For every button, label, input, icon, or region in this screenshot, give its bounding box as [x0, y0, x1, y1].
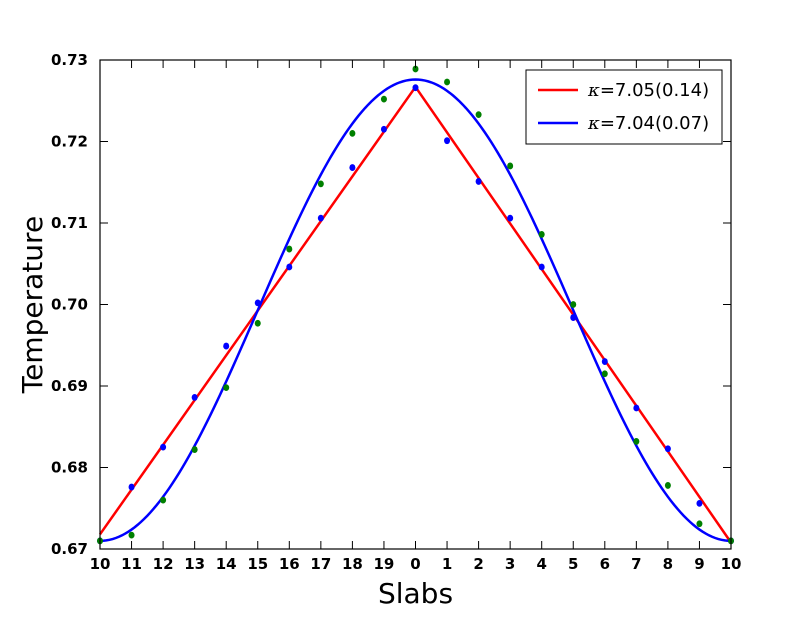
data-point: [286, 263, 293, 271]
x-tick-label: 1: [442, 555, 452, 573]
data-point: [570, 301, 577, 308]
data-point: [380, 125, 387, 133]
data-point: [538, 263, 545, 271]
legend-value: =7.05(0.14): [600, 80, 709, 101]
data-point: [444, 78, 451, 86]
data-point: [633, 438, 640, 445]
x-tick-label: 7: [631, 555, 641, 573]
data-point: [507, 214, 514, 222]
y-tick-label: 0.67: [51, 540, 88, 558]
data-point: [128, 531, 135, 539]
data-point: [317, 180, 324, 188]
data-point: [570, 314, 577, 321]
series-line-1: [99, 78, 732, 543]
y-tick-label: 0.73: [51, 51, 88, 69]
legend-value: =7.04(0.07): [600, 113, 709, 134]
x-tick-label: 9: [694, 555, 704, 573]
x-tick-label: 17: [310, 555, 331, 573]
x-axis-title: Slabs: [378, 577, 453, 610]
x-tick-label: 8: [663, 555, 673, 573]
y-tick-label: 0.72: [51, 133, 88, 151]
x-tick-label: 16: [279, 555, 300, 573]
y-tick-label: 0.69: [51, 377, 88, 395]
data-point: [191, 446, 198, 453]
x-tick-label: 5: [568, 555, 578, 573]
legend-kappa-symbol: κ: [587, 113, 600, 134]
data-point: [664, 482, 671, 489]
y-tick-label: 0.70: [51, 296, 88, 314]
data-point: [380, 95, 387, 103]
data-point: [507, 162, 514, 170]
data-point: [254, 299, 261, 307]
x-tick-label: 15: [247, 555, 268, 573]
data-point: [444, 137, 451, 145]
data-point: [191, 394, 198, 401]
y-tick-label: 0.68: [51, 459, 88, 477]
x-tick-label: 4: [536, 555, 546, 573]
data-point: [601, 370, 608, 378]
data-point: [412, 84, 419, 92]
y-tick-label: 0.71: [51, 214, 88, 232]
x-tick-label: 0: [410, 555, 420, 573]
x-tick-label: 12: [153, 555, 174, 573]
x-tick-label: 6: [600, 555, 610, 573]
data-point: [223, 342, 230, 350]
data-point: [633, 404, 640, 412]
data-point: [317, 214, 324, 222]
data-point: [475, 178, 482, 185]
data-point: [160, 443, 167, 451]
data-point: [696, 499, 703, 507]
x-tick-label: 2: [473, 555, 483, 573]
legend: κ=7.05(0.14)κ=7.04(0.07): [525, 69, 723, 145]
data-point: [412, 65, 419, 73]
x-tick-label: 10: [721, 555, 742, 573]
data-point: [349, 164, 356, 171]
x-tick-label: 3: [505, 555, 515, 573]
data-point: [128, 483, 135, 491]
data-point: [254, 319, 261, 327]
x-tick-label: 19: [374, 555, 395, 573]
data-point: [223, 384, 230, 392]
data-point: [601, 358, 608, 365]
x-tick-label: 14: [216, 555, 237, 573]
legend-box: [525, 69, 723, 145]
x-tick-label: 18: [342, 555, 363, 573]
data-point: [286, 245, 293, 253]
series-layer: [97, 65, 734, 545]
data-point: [696, 520, 703, 528]
legend-kappa-symbol: κ: [587, 80, 600, 101]
x-tick-label: 13: [184, 555, 205, 573]
x-tick-label: 10: [90, 555, 111, 573]
y-axis-title: Temperature: [16, 216, 49, 394]
x-tick-label: 11: [121, 555, 142, 573]
data-point: [475, 111, 482, 119]
data-point: [664, 445, 671, 453]
data-point: [538, 231, 545, 238]
data-point: [349, 129, 356, 137]
legend-label: κ=7.05(0.14): [587, 80, 709, 101]
data-point: [160, 496, 167, 504]
legend-label: κ=7.04(0.07): [587, 113, 709, 134]
